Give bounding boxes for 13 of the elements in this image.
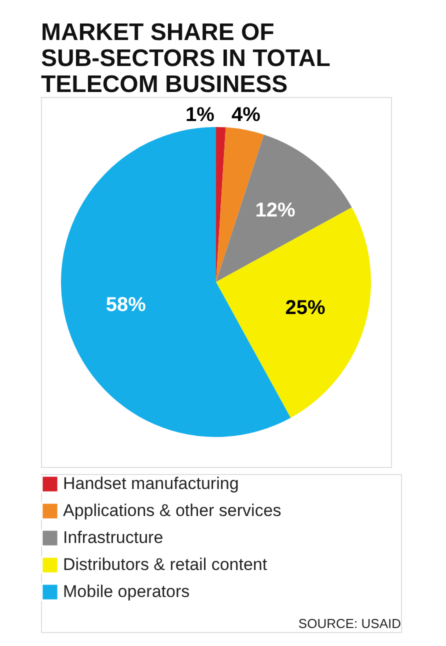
pie-slice (216, 134, 352, 282)
legend-label: Distributors & retail content (63, 555, 268, 574)
legend-label: Applications & other services (63, 501, 282, 520)
chart-title: MARKET SHARE OF SUB-SECTORS IN TOTAL TELECOM BUSINESS (41, 19, 330, 98)
data-label: 4% (232, 104, 261, 126)
source-note: SOURCE: USAID (298, 616, 401, 631)
legend-label: Handset manufacturing (63, 474, 239, 493)
data-label: 25% (285, 296, 326, 319)
data-label: 58% (106, 294, 146, 316)
legend-label: Mobile operators (63, 582, 190, 601)
legend-label: Infrastructure (63, 528, 164, 547)
data-label: 1% (186, 104, 215, 126)
data-label: 12% (255, 199, 296, 222)
